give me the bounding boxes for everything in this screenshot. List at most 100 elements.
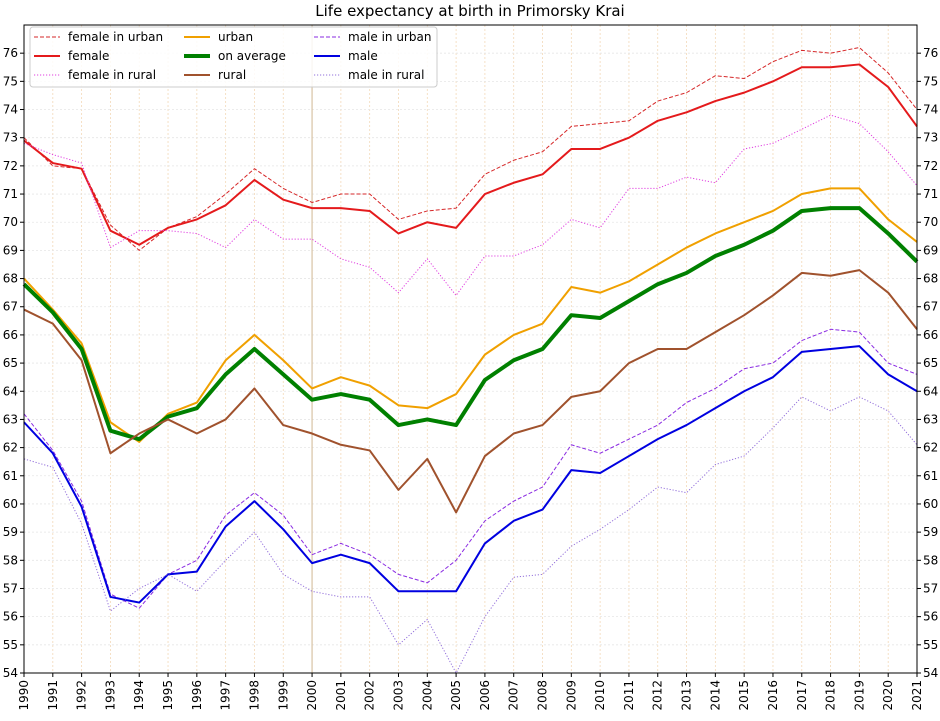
x-tick-label: 2003 bbox=[391, 680, 405, 711]
legend-box bbox=[29, 26, 438, 88]
x-tick-label: 1991 bbox=[46, 680, 60, 711]
x-tick-label: 2002 bbox=[363, 680, 377, 711]
y-tick-label-left: 76 bbox=[3, 46, 18, 60]
x-tick-label: 2012 bbox=[651, 680, 665, 711]
x-tick-label: 1997 bbox=[219, 680, 233, 711]
x-tick-label: 1996 bbox=[190, 680, 204, 711]
y-tick-label-left: 57 bbox=[3, 581, 18, 595]
x-tick-label: 2010 bbox=[593, 680, 607, 711]
y-tick-label-left: 64 bbox=[3, 384, 18, 398]
y-tick-label-right: 54 bbox=[923, 666, 938, 680]
x-tick-label: 2015 bbox=[737, 680, 751, 711]
y-tick-label-left: 65 bbox=[3, 356, 18, 370]
y-tick-label-right: 62 bbox=[923, 441, 938, 455]
x-tick-label: 2004 bbox=[420, 680, 434, 711]
y-tick-label-right: 71 bbox=[923, 187, 938, 201]
y-tick-label-right: 55 bbox=[923, 638, 938, 652]
x-tick-label: 2000 bbox=[305, 680, 319, 711]
x-tick-label: 2017 bbox=[795, 680, 809, 711]
x-tick-label: 2006 bbox=[478, 680, 492, 711]
y-tick-label-left: 63 bbox=[3, 412, 18, 426]
y-tick-label-left: 71 bbox=[3, 187, 18, 201]
series-line-on-average bbox=[22, 206, 919, 442]
y-tick-label-left: 54 bbox=[3, 666, 18, 680]
x-tick-label: 1994 bbox=[132, 680, 146, 711]
y-tick-label-right: 75 bbox=[923, 74, 938, 88]
x-tick-label: 1992 bbox=[75, 680, 89, 711]
x-tick-label: 2013 bbox=[680, 680, 694, 711]
y-tick-label-right: 68 bbox=[923, 272, 938, 286]
y-tick-label-right: 57 bbox=[923, 581, 938, 595]
series-layer bbox=[22, 47, 919, 674]
legend-label-male-in-urban: male in urban bbox=[348, 30, 431, 44]
y-tick-label-right: 63 bbox=[923, 412, 938, 426]
y-tick-label-right: 61 bbox=[923, 469, 938, 483]
series-line-female bbox=[23, 63, 918, 246]
y-tick-label-left: 60 bbox=[3, 497, 18, 511]
y-tick-label-left: 69 bbox=[3, 243, 18, 257]
x-tick-label: 2021 bbox=[910, 680, 924, 711]
legend-label-male-in-rural: male in rural bbox=[348, 68, 425, 82]
y-tick-label-left: 62 bbox=[3, 441, 18, 455]
y-tick-label-left: 70 bbox=[3, 215, 18, 229]
legend-label-rural: rural bbox=[218, 68, 246, 82]
series-line-rural bbox=[23, 269, 918, 514]
x-tick-label: 1999 bbox=[276, 680, 290, 711]
y-tick-label-right: 70 bbox=[923, 215, 938, 229]
series-line-male-in-urban bbox=[23, 328, 918, 609]
y-tick-label-right: 59 bbox=[923, 525, 938, 539]
x-tick-label: 1998 bbox=[247, 680, 261, 711]
x-tick-label: 2005 bbox=[449, 680, 463, 711]
y-axis-left: 54 55 56 57 58 59 60 61 62 63 64 65 66 67 68 69 70 71 72 73… bbox=[3, 46, 24, 680]
y-tick-label-left: 56 bbox=[3, 610, 18, 624]
y-tick-label-right: 66 bbox=[923, 328, 938, 342]
y-tick-label-right: 72 bbox=[923, 159, 938, 173]
legend-label-female: female bbox=[68, 49, 109, 63]
y-tick-label-right: 69 bbox=[923, 243, 938, 257]
x-tick-label: 2011 bbox=[622, 680, 636, 711]
x-tick-label: 1993 bbox=[103, 680, 117, 711]
x-tick-label: 2016 bbox=[766, 680, 780, 711]
y-tick-label-right: 67 bbox=[923, 300, 938, 314]
chart-title: Life expectancy at birth in Primorsky Kr… bbox=[315, 2, 624, 20]
legend: female in urban female female in rural urba… bbox=[29, 26, 438, 88]
y-tick-label-right: 74 bbox=[923, 103, 938, 117]
series-line-male-in-rural bbox=[23, 396, 918, 674]
series-line-urban bbox=[23, 187, 918, 443]
y-tick-label-left: 74 bbox=[3, 103, 18, 117]
x-tick-label: 2008 bbox=[536, 680, 550, 711]
x-tick-label: 2001 bbox=[334, 680, 348, 711]
x-tick-label: 1995 bbox=[161, 680, 175, 711]
y-tick-label-right: 58 bbox=[923, 553, 938, 567]
legend-label-on-average: on average bbox=[218, 49, 286, 63]
y-tick-label-left: 67 bbox=[3, 300, 18, 314]
y-tick-label-left: 55 bbox=[3, 638, 18, 652]
x-tick-label: 2019 bbox=[852, 680, 866, 711]
x-tick-label: 2020 bbox=[881, 680, 895, 711]
legend-label-female-in-rural: female in rural bbox=[68, 68, 156, 82]
y-tick-label-right: 73 bbox=[923, 131, 938, 145]
y-tick-label-right: 64 bbox=[923, 384, 938, 398]
legend-label-female-in-urban: female in urban bbox=[68, 30, 163, 44]
x-tick-label: 2014 bbox=[708, 680, 722, 711]
legend-label-male: male bbox=[348, 49, 378, 63]
y-tick-label-right: 56 bbox=[923, 610, 938, 624]
x-tick-label: 2007 bbox=[507, 680, 521, 711]
y-tick-label-right: 60 bbox=[923, 497, 938, 511]
legend-label-urban: urban bbox=[218, 30, 253, 44]
x-tick-label: 1990 bbox=[17, 680, 31, 711]
y-tick-label-left: 61 bbox=[3, 469, 18, 483]
series-line-male bbox=[23, 345, 918, 604]
y-axis-right: 54 55 56 57 58 59 60 61 62 63 64 65 66 67 68 69 70 71 72 73… bbox=[917, 46, 938, 680]
y-tick-label-left: 73 bbox=[3, 131, 18, 145]
y-tick-label-left: 72 bbox=[3, 159, 18, 173]
y-tick-label-left: 68 bbox=[3, 272, 18, 286]
plot-frame bbox=[23, 24, 918, 674]
y-tick-label-right: 76 bbox=[923, 46, 938, 60]
y-tick-label-left: 66 bbox=[3, 328, 18, 342]
x-axis: 1990 1991 1992 1993 1994 1995 1996 1997 1998 1999… bbox=[17, 673, 924, 711]
y-tick-label-left: 58 bbox=[3, 553, 18, 567]
x-tick-label: 2018 bbox=[824, 680, 838, 711]
y-tick-label-left: 59 bbox=[3, 525, 18, 539]
